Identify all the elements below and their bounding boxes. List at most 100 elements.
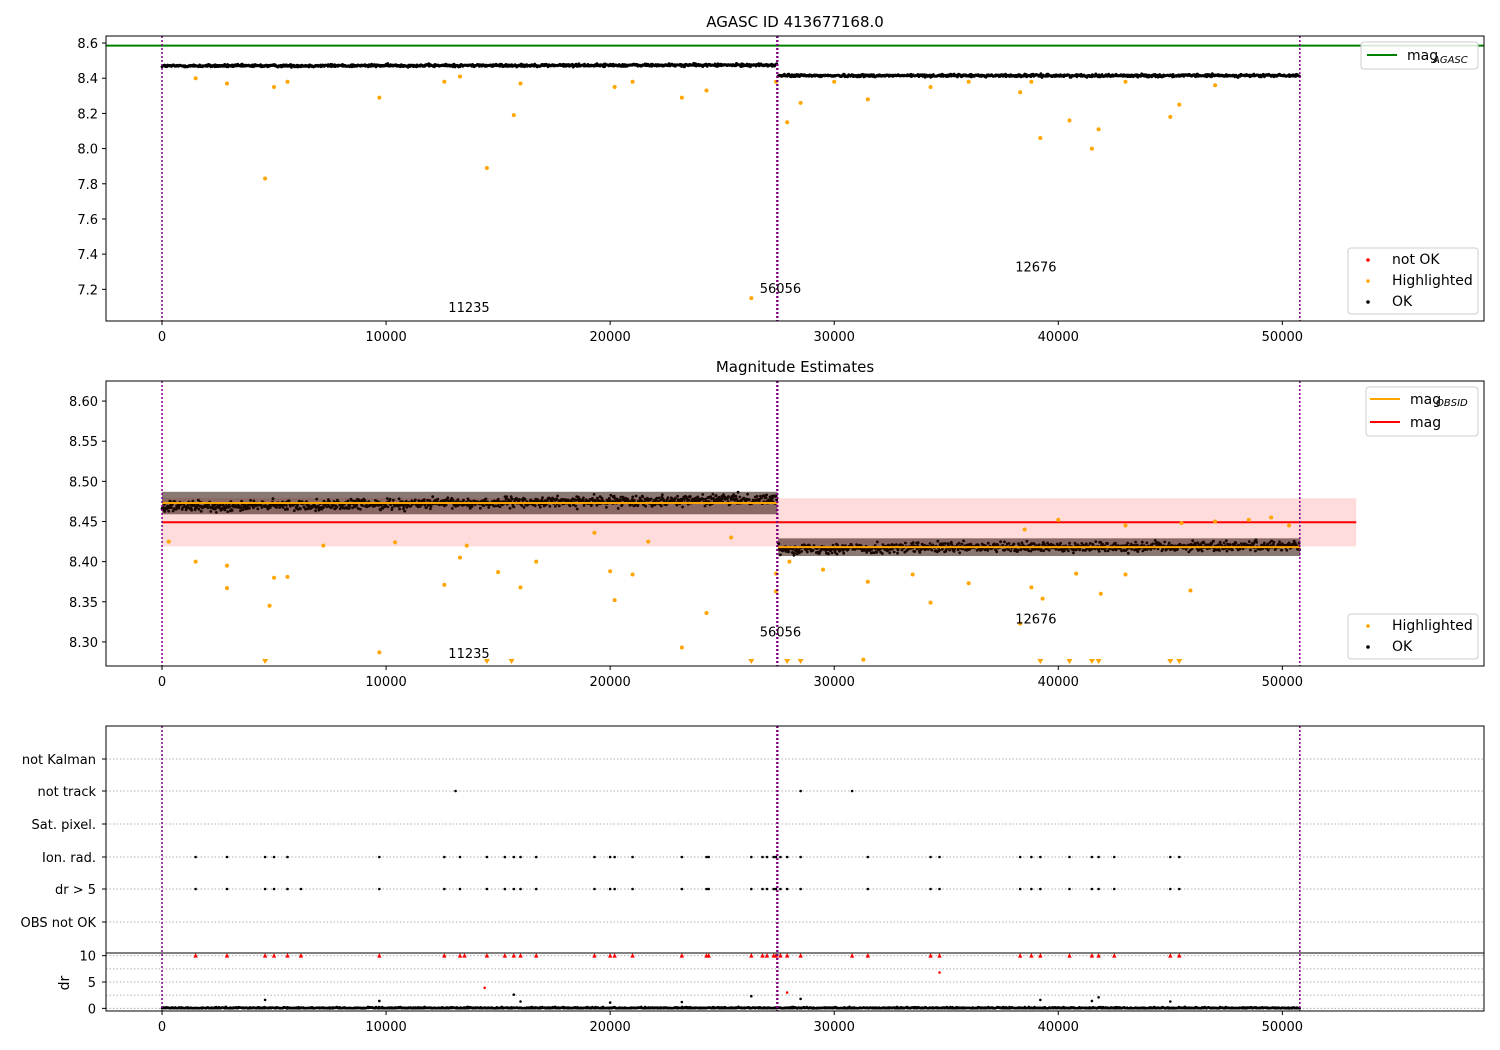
flag-point	[707, 887, 711, 891]
flag-point	[534, 887, 538, 891]
p1-x-tick-label: 10000	[365, 330, 406, 345]
highlighted-point	[966, 79, 971, 84]
flag-point	[272, 855, 276, 859]
highlighted-point	[496, 570, 501, 575]
off-scale-marker	[1066, 659, 1073, 664]
flag-point	[458, 855, 462, 859]
flag-point	[608, 887, 612, 891]
flag-point	[443, 855, 446, 859]
panel-1-title: AGASC ID 413677168.0	[706, 13, 884, 31]
highlighted-point	[1018, 621, 1023, 626]
highlighted-point	[224, 586, 229, 591]
flag-point	[503, 887, 507, 891]
highlighted-point	[749, 296, 754, 301]
p2-obsid-label: 12676	[1015, 612, 1056, 627]
dr-ok-cloud	[160, 1005, 1301, 1010]
ok-cloud-1	[776, 72, 1302, 79]
off-scale-marker	[1167, 659, 1174, 664]
flag-point	[772, 887, 776, 891]
flag-point	[519, 855, 522, 859]
highlighted-point	[679, 95, 684, 100]
highlighted-point	[798, 100, 803, 105]
flag-point	[1097, 887, 1100, 891]
flag-point	[378, 887, 381, 891]
flag-point	[534, 855, 538, 859]
highlighted-point	[224, 81, 229, 86]
p1-obsid-label: 56056	[760, 282, 801, 297]
highlighted-point	[1188, 588, 1193, 593]
p2-y-tick-label: 8.55	[69, 435, 98, 450]
flag-point	[779, 887, 782, 891]
highlighted-point	[1029, 585, 1034, 590]
p1-y-tick-label: 7.2	[77, 283, 98, 298]
flag-point	[593, 855, 596, 859]
highlighted-point	[267, 603, 272, 608]
highlighted-point	[1287, 523, 1292, 528]
highlighted-point	[518, 585, 523, 590]
flag-point	[263, 887, 267, 891]
highlighted-point	[910, 572, 915, 577]
highlighted-point	[1018, 90, 1023, 95]
highlighted-point	[928, 85, 933, 90]
flag-point	[512, 855, 516, 859]
flag-point	[512, 887, 516, 891]
flag-point	[765, 855, 769, 859]
highlighted-point	[612, 85, 617, 90]
legend-ok: OK	[1392, 294, 1413, 310]
flag-point	[458, 887, 462, 891]
panel-2-frame	[105, 380, 1485, 667]
highlighted-point	[861, 657, 866, 662]
highlighted-point	[865, 97, 870, 102]
flag-point	[680, 855, 684, 859]
flag-point	[194, 887, 197, 891]
flag-point	[850, 789, 854, 793]
legend-mag-lines: mag OBSID mag	[1365, 386, 1479, 437]
highlighted-point	[1123, 79, 1128, 84]
highlighted-point	[1089, 146, 1094, 151]
legend-mag-label: mag	[1410, 415, 1441, 431]
flag-point	[707, 855, 711, 859]
highlighted-point	[534, 559, 539, 564]
p2-x-tick-label: 0	[158, 675, 166, 690]
flag-point	[263, 855, 267, 859]
flag-point	[1112, 855, 1116, 859]
flag-point	[1039, 855, 1042, 859]
off-scale-marker	[1176, 659, 1183, 664]
flag-point	[1169, 855, 1172, 859]
flag-point	[929, 855, 932, 859]
flag-point	[938, 887, 941, 891]
highlighted-point	[832, 79, 837, 84]
highlighted-point	[1067, 118, 1072, 123]
flag-point	[286, 855, 289, 859]
p2-x-tick-label: 20000	[589, 675, 630, 690]
flag-point	[799, 887, 802, 891]
legend-ok-2: OK	[1392, 639, 1413, 655]
p1-y-tick-label: 8.4	[77, 72, 98, 87]
highlighted-point	[729, 535, 734, 540]
off-scale-marker	[262, 659, 269, 664]
flag-point	[761, 887, 764, 891]
flag-point	[1018, 855, 1022, 859]
flag-point	[613, 855, 616, 859]
highlighted-point	[518, 81, 523, 86]
highlighted-point	[377, 95, 382, 100]
highlighted-point	[1177, 102, 1182, 107]
flag-point	[378, 855, 381, 859]
flag-point	[443, 887, 446, 891]
legend-status: not OK Highlighted OK	[1347, 247, 1479, 315]
highlighted-point	[630, 572, 635, 577]
flag-point	[1169, 887, 1172, 891]
flag-point	[1177, 855, 1181, 859]
highlighted-point	[224, 563, 229, 568]
flag-point	[705, 855, 708, 859]
highlighted-point	[704, 88, 709, 93]
legend-highlighted-2: Highlighted	[1392, 618, 1473, 634]
p2-obsid-label: 56056	[760, 625, 801, 640]
highlighted-point	[1098, 591, 1103, 596]
p2-x-tick-label: 10000	[365, 675, 406, 690]
highlighted-point	[484, 165, 489, 170]
legend-mag-obsid-label: mag	[1410, 392, 1441, 408]
p1-x-tick-label: 40000	[1038, 330, 1079, 345]
